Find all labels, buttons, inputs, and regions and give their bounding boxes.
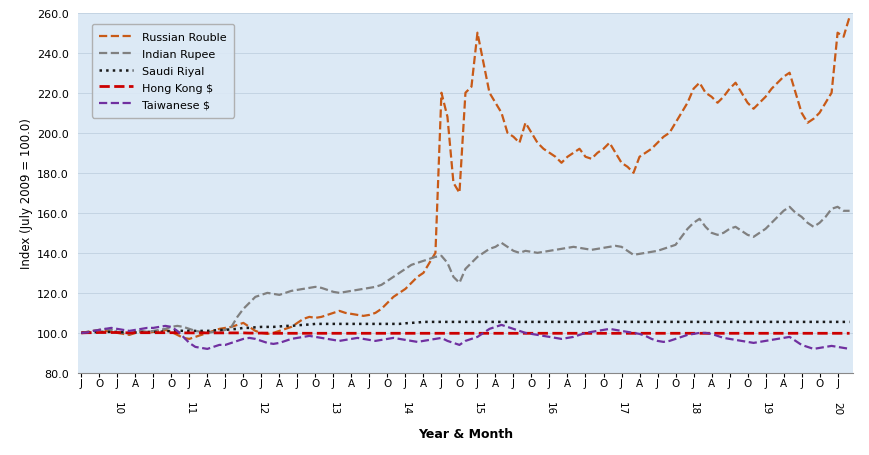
X-axis label: Year & Month: Year & Month bbox=[417, 427, 513, 440]
Y-axis label: Index (July 2009 = 100.0): Index (July 2009 = 100.0) bbox=[19, 118, 32, 268]
Text: 13: 13 bbox=[328, 401, 338, 414]
Legend: Russian Rouble, Indian Rupee, Saudi Riyal, Hong Kong $, Taiwanese $: Russian Rouble, Indian Rupee, Saudi Riya… bbox=[91, 25, 234, 118]
Text: 18: 18 bbox=[687, 401, 698, 414]
Text: 17: 17 bbox=[616, 401, 626, 414]
Text: 15: 15 bbox=[472, 401, 482, 414]
Text: 14: 14 bbox=[400, 401, 410, 414]
Text: 10: 10 bbox=[112, 401, 123, 414]
Text: 20: 20 bbox=[832, 401, 841, 414]
Text: 12: 12 bbox=[256, 401, 266, 414]
Text: 16: 16 bbox=[544, 401, 554, 414]
Text: 19: 19 bbox=[760, 401, 770, 414]
Text: 11: 11 bbox=[184, 401, 194, 414]
